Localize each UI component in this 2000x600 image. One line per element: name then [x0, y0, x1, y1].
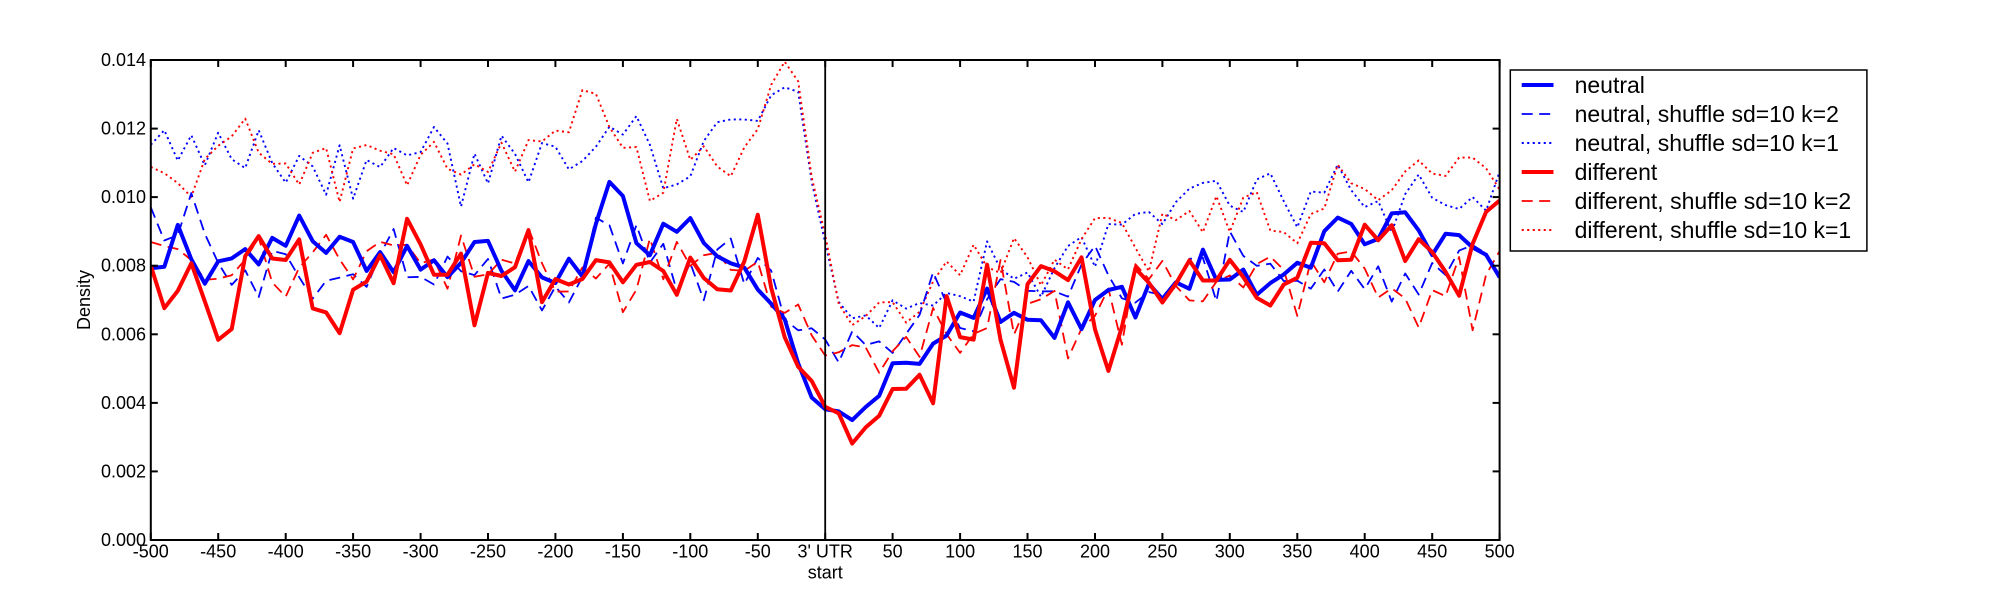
svg-text:100: 100	[945, 542, 975, 562]
svg-text:0.004: 0.004	[101, 393, 146, 413]
svg-text:350: 350	[1282, 542, 1312, 562]
svg-text:different, shuffle sd=10 k=2: different, shuffle sd=10 k=2	[1575, 188, 1852, 214]
svg-text:500: 500	[1485, 542, 1515, 562]
svg-text:0.014: 0.014	[101, 50, 146, 70]
svg-text:neutral, shuffle sd=10 k=1: neutral, shuffle sd=10 k=1	[1575, 130, 1839, 156]
svg-text:450: 450	[1417, 542, 1447, 562]
svg-text:150: 150	[1012, 542, 1042, 562]
svg-text:-300: -300	[403, 542, 439, 562]
svg-text:50: 50	[883, 542, 903, 562]
svg-text:-100: -100	[672, 542, 708, 562]
svg-text:neutral: neutral	[1575, 72, 1645, 98]
svg-text:different, shuffle sd=10 k=1: different, shuffle sd=10 k=1	[1575, 217, 1852, 243]
svg-text:-400: -400	[268, 542, 304, 562]
svg-text:-250: -250	[470, 542, 506, 562]
svg-text:300: 300	[1215, 542, 1245, 562]
svg-text:-50: -50	[745, 542, 771, 562]
svg-text:-200: -200	[537, 542, 573, 562]
svg-text:Density: Density	[74, 270, 94, 330]
svg-text:0.008: 0.008	[101, 256, 146, 276]
svg-text:neutral, shuffle sd=10 k=2: neutral, shuffle sd=10 k=2	[1575, 101, 1839, 127]
svg-text:400: 400	[1350, 542, 1380, 562]
svg-text:0.012: 0.012	[101, 119, 146, 139]
svg-text:250: 250	[1147, 542, 1177, 562]
svg-text:-350: -350	[335, 542, 371, 562]
svg-text:start: start	[808, 563, 843, 583]
svg-text:different: different	[1575, 159, 1658, 185]
svg-text:200: 200	[1080, 542, 1110, 562]
svg-text:-500: -500	[133, 542, 169, 562]
svg-text:-150: -150	[605, 542, 641, 562]
svg-text:0.002: 0.002	[101, 461, 146, 481]
svg-text:0.000: 0.000	[101, 530, 146, 550]
svg-text:-450: -450	[200, 542, 236, 562]
svg-text:0.010: 0.010	[101, 187, 146, 207]
svg-text:0.006: 0.006	[101, 324, 146, 344]
svg-text:3' UTR: 3' UTR	[797, 542, 852, 562]
